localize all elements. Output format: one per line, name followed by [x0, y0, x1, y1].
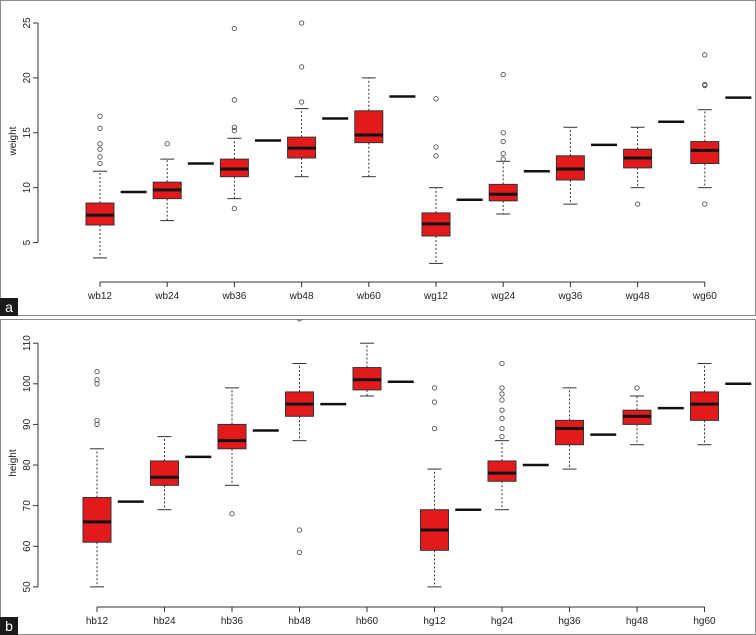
x-tick-label: wb48	[289, 291, 314, 302]
outlier-point	[433, 144, 439, 150]
weight-boxplot-chart: 5 10 15 20 25 weight wb12 wb24 wb36 wb48 wb60 wg12 w…	[8, 17, 752, 302]
outlier-point	[702, 52, 708, 58]
box-hb12	[82, 497, 112, 543]
box-hb36	[217, 423, 247, 450]
y-tick-label: 80	[22, 459, 33, 471]
x-tick-label: wg12	[423, 291, 448, 302]
y-axis-title: weight	[8, 126, 19, 156]
box-wg24	[488, 183, 518, 202]
y-tick-label: 110	[22, 335, 33, 351]
outlier-point	[94, 417, 100, 424]
outlier-point	[431, 385, 438, 391]
x-tick-label: hb24	[153, 616, 176, 627]
outlier-point	[296, 527, 303, 533]
box-hg36	[555, 419, 584, 446]
outlier-point	[500, 150, 506, 157]
panel-label-a: a	[0, 298, 18, 316]
outlier-point	[499, 433, 505, 440]
outlier-point	[97, 146, 103, 152]
y-tick-label: 10	[22, 182, 33, 194]
outlier-point	[94, 368, 100, 375]
outlier-point	[433, 96, 439, 102]
height-boxplot-panel: 50 60 70 80 90 100 110 height hb12 hb24 hb36 hb48 hb…	[0, 319, 756, 635]
x-tick-label: hg60	[693, 616, 716, 627]
outlier-point	[164, 141, 170, 147]
x-tick-label: hg48	[626, 616, 649, 627]
y-tick-label: 20	[22, 72, 33, 84]
outlier-point	[499, 360, 505, 367]
outlier-point	[231, 205, 238, 212]
y-tick-label: 90	[22, 418, 33, 430]
outlier-point	[500, 156, 506, 162]
outlier-point	[431, 425, 438, 432]
x-tick-label: hb12	[86, 616, 109, 627]
outlier-point	[231, 97, 238, 103]
outlier-point	[499, 425, 505, 432]
x-tick-label: wg60	[692, 291, 717, 302]
y-tick-label: 100	[22, 375, 33, 392]
outlier-point	[298, 99, 305, 105]
box-wg60	[690, 141, 720, 165]
box-hg60	[690, 391, 719, 421]
x-tick-label: wg36	[557, 291, 582, 302]
outlier-point	[500, 138, 506, 145]
outlier-point	[296, 549, 303, 556]
y-tick-label: 70	[22, 500, 33, 512]
panel-label-b: b	[0, 617, 18, 635]
outlier-point	[499, 415, 505, 421]
outlier-point	[702, 81, 708, 88]
outlier-point	[231, 124, 238, 130]
x-tick-label: wb12	[87, 291, 112, 302]
outlier-point	[97, 125, 103, 132]
y-axis-title: height	[8, 449, 19, 476]
outlier-point	[499, 385, 505, 391]
outlier-point	[500, 71, 506, 78]
outlier-point	[499, 397, 505, 403]
x-tick-label: hb36	[221, 616, 244, 627]
box-wb60	[354, 110, 384, 144]
x-tick-label: wb36	[221, 291, 246, 302]
outlier-point	[634, 201, 641, 207]
outlier-point	[229, 511, 235, 517]
outlier-point	[499, 407, 505, 413]
box-hg24	[487, 460, 517, 482]
outlier-point	[702, 201, 708, 207]
outlier-point	[296, 319, 303, 322]
x-tick-label: wg24	[490, 291, 515, 302]
outlier-point	[500, 130, 506, 136]
y-tick-label: 60	[22, 540, 33, 552]
outlier-point	[94, 377, 100, 383]
outlier-point	[97, 113, 103, 119]
box-hb24	[150, 460, 179, 486]
x-tick-label: hg12	[423, 616, 446, 627]
y-tick-label: 25	[22, 17, 33, 29]
outlier-point	[298, 20, 305, 26]
y-tick-label: 50	[22, 581, 33, 593]
outlier-point	[499, 391, 505, 397]
y-tick-label: 5	[22, 239, 33, 245]
height-boxplot-chart: 50 60 70 80 90 100 110 height hb12 hb24 hb36 hb48 hb…	[8, 319, 752, 627]
y-tick-label: 15	[22, 127, 33, 139]
outlier-point	[97, 141, 103, 147]
outlier-point	[298, 64, 305, 70]
x-tick-label: hg24	[491, 616, 514, 627]
outlier-point	[433, 153, 439, 159]
outlier-point	[97, 154, 103, 160]
x-tick-label: hg36	[558, 616, 581, 627]
x-tick-label: wg48	[625, 291, 650, 302]
outlier-point	[97, 160, 103, 167]
outlier-point	[231, 25, 238, 32]
x-tick-label: wb60	[356, 291, 381, 302]
x-tick-label: hb60	[356, 616, 379, 627]
x-tick-label: wb24	[154, 291, 179, 302]
outlier-point	[431, 399, 438, 405]
outlier-point	[634, 385, 640, 391]
outlier-point	[231, 127, 238, 134]
weight-boxplot-panel: 5 10 15 20 25 weight wb12 wb24 wb36 wb48 wb60 wg12 w…	[0, 0, 756, 316]
x-tick-label: hb48	[288, 616, 311, 627]
